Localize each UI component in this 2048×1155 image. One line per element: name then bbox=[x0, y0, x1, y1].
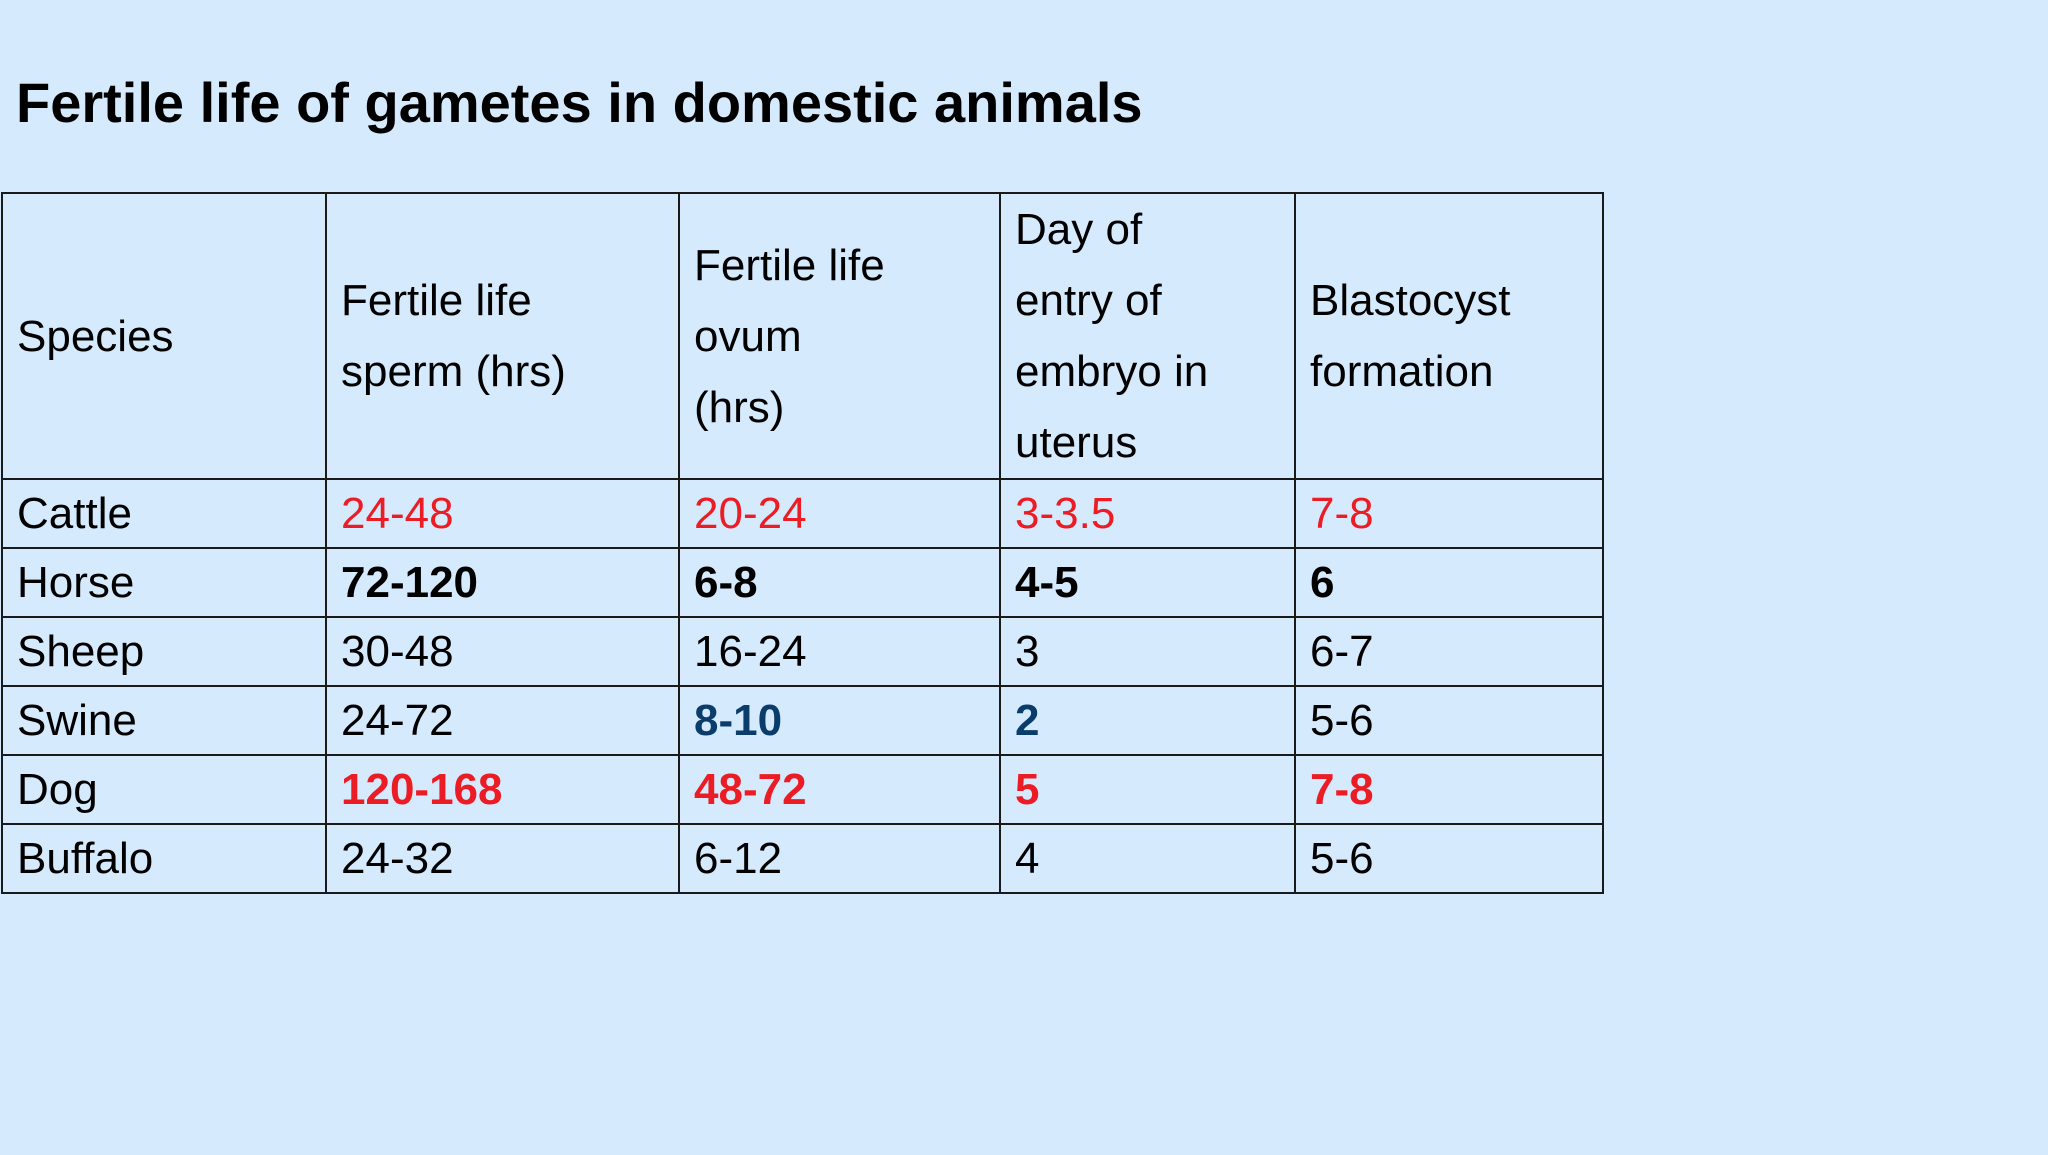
value-cell: 6-8 bbox=[678, 547, 1001, 618]
table-row: Swine 24-72 8-10 2 5-6 bbox=[1, 685, 1604, 756]
value-cell: 2 bbox=[999, 685, 1296, 756]
table-row: Buffalo 24-32 6-12 4 5-6 bbox=[1, 823, 1604, 894]
value-cell: 24-48 bbox=[325, 478, 680, 549]
value-cell: 24-72 bbox=[325, 685, 680, 756]
value-cell: 16-24 bbox=[678, 616, 1001, 687]
value-cell: 7-8 bbox=[1294, 754, 1604, 825]
header-cell-uterus-entry: Day of entry of embryo in uterus bbox=[999, 192, 1296, 480]
species-cell: Sheep bbox=[1, 616, 327, 687]
header-cell-ovum-life: Fertile life ovum (hrs) bbox=[678, 192, 1001, 480]
header-line: Fertile life bbox=[694, 240, 885, 290]
header-line: Fertile life bbox=[341, 276, 532, 325]
value-cell: 4 bbox=[999, 823, 1296, 894]
value-cell: 30-48 bbox=[325, 616, 680, 687]
value-cell: 7-8 bbox=[1294, 478, 1604, 549]
species-cell: Horse bbox=[1, 547, 327, 618]
table-header-row: Species Fertile life sperm (hrs) Fertile… bbox=[1, 192, 1604, 480]
value-cell: 4-5 bbox=[999, 547, 1296, 618]
value-cell: 120-168 bbox=[325, 754, 680, 825]
value-cell: 48-72 bbox=[678, 754, 1001, 825]
value-cell: 6 bbox=[1294, 547, 1604, 618]
header-line: ovum bbox=[694, 311, 802, 361]
header-cell-sperm-life: Fertile life sperm (hrs) bbox=[325, 192, 680, 480]
value-cell: 6-7 bbox=[1294, 616, 1604, 687]
header-line: Blastocyst bbox=[1310, 276, 1511, 325]
gametes-table: Species Fertile life sperm (hrs) Fertile… bbox=[1, 192, 1604, 894]
species-cell: Dog bbox=[1, 754, 327, 825]
header-line: embryo in bbox=[1015, 347, 1209, 396]
header-line: entry of bbox=[1015, 276, 1162, 325]
value-cell: 72-120 bbox=[325, 547, 680, 618]
header-line: formation bbox=[1310, 347, 1494, 396]
table-row: Horse 72-120 6-8 4-5 6 bbox=[1, 547, 1604, 618]
species-cell: Buffalo bbox=[1, 823, 327, 894]
value-cell: 8-10 bbox=[678, 685, 1001, 756]
header-line: (hrs) bbox=[694, 382, 785, 432]
header-line: sperm (hrs) bbox=[341, 347, 566, 396]
value-cell: 5-6 bbox=[1294, 685, 1604, 756]
table-row: Dog 120-168 48-72 5 7-8 bbox=[1, 754, 1604, 825]
value-cell: 3-3.5 bbox=[999, 478, 1296, 549]
value-cell: 20-24 bbox=[678, 478, 1001, 549]
value-cell: 3 bbox=[999, 616, 1296, 687]
value-cell: 24-32 bbox=[325, 823, 680, 894]
header-line: Day of bbox=[1015, 205, 1143, 254]
header-cell-species: Species bbox=[1, 192, 327, 480]
header-line: Species bbox=[17, 311, 174, 361]
species-cell: Cattle bbox=[1, 478, 327, 549]
header-line: uterus bbox=[1015, 418, 1138, 467]
page-title: Fertile life of gametes in domestic anim… bbox=[16, 71, 1143, 134]
table-row: Cattle 24-48 20-24 3-3.5 7-8 bbox=[1, 478, 1604, 549]
species-cell: Swine bbox=[1, 685, 327, 756]
header-cell-blastocyst: Blastocyst formation bbox=[1294, 192, 1604, 480]
table-row: Sheep 30-48 16-24 3 6-7 bbox=[1, 616, 1604, 687]
value-cell: 5-6 bbox=[1294, 823, 1604, 894]
value-cell: 5 bbox=[999, 754, 1296, 825]
value-cell: 6-12 bbox=[678, 823, 1001, 894]
